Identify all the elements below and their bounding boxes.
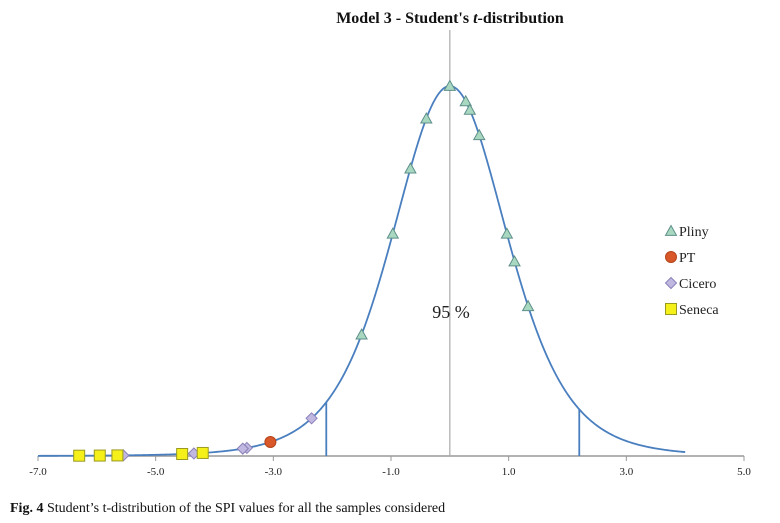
legend-label-pliny: Pliny xyxy=(679,225,709,240)
seneca-point xyxy=(196,446,209,459)
pliny-point xyxy=(386,227,400,239)
seneca-point xyxy=(111,449,124,462)
x-axis: -7.0 -5.0 -3.0 -1.0 1.0 3.0 5.0 xyxy=(29,455,751,478)
x-tick-label: -1.0 xyxy=(382,466,400,478)
pliny-point xyxy=(355,328,368,340)
seneca-point xyxy=(73,449,86,462)
seneca-point xyxy=(176,448,189,461)
data-points xyxy=(73,79,535,462)
x-tick-label: 5.0 xyxy=(737,466,751,478)
pliny-point xyxy=(508,254,521,267)
legend-marker-pt xyxy=(665,251,677,263)
cicero-point xyxy=(305,412,318,425)
x-tick-label: -5.0 xyxy=(147,466,165,478)
legend: Pliny PT Cicero Seneca xyxy=(664,224,719,318)
chart-title: Model 3 - Student's t-distribution xyxy=(336,10,564,27)
legend-marker-seneca xyxy=(665,303,677,315)
legend-label-cicero: Cicero xyxy=(679,277,716,292)
interval-label: 95 % xyxy=(432,302,470,322)
pliny-point xyxy=(521,299,535,312)
caption-label: Fig. 4 xyxy=(10,501,44,516)
pliny-point xyxy=(443,79,457,91)
legend-label-seneca: Seneca xyxy=(679,303,719,318)
legend-marker-cicero xyxy=(664,276,678,290)
x-tick-label: 1.0 xyxy=(502,466,516,478)
pliny-point xyxy=(404,162,417,174)
pliny-point xyxy=(472,128,486,141)
density-curve-group xyxy=(38,30,686,457)
x-tick-label: -3.0 xyxy=(265,466,283,478)
pliny-point xyxy=(459,94,473,107)
x-tick-label: 3.0 xyxy=(619,466,633,478)
pliny-point xyxy=(463,103,477,115)
caption-text: Student’s t-distribution of the SPI valu… xyxy=(46,501,446,516)
cicero-point xyxy=(236,442,249,455)
legend-label-pt: PT xyxy=(679,251,696,266)
seneca-point xyxy=(93,449,106,462)
density-curve xyxy=(38,85,686,457)
legend-marker-pliny xyxy=(664,224,678,236)
pt-point xyxy=(264,436,277,449)
x-tick-label: -7.0 xyxy=(29,466,47,478)
pliny-point xyxy=(500,227,514,239)
figure-caption: Fig. 4 Student’s t-distribution of the S… xyxy=(10,501,445,517)
pliny-point xyxy=(419,112,433,124)
